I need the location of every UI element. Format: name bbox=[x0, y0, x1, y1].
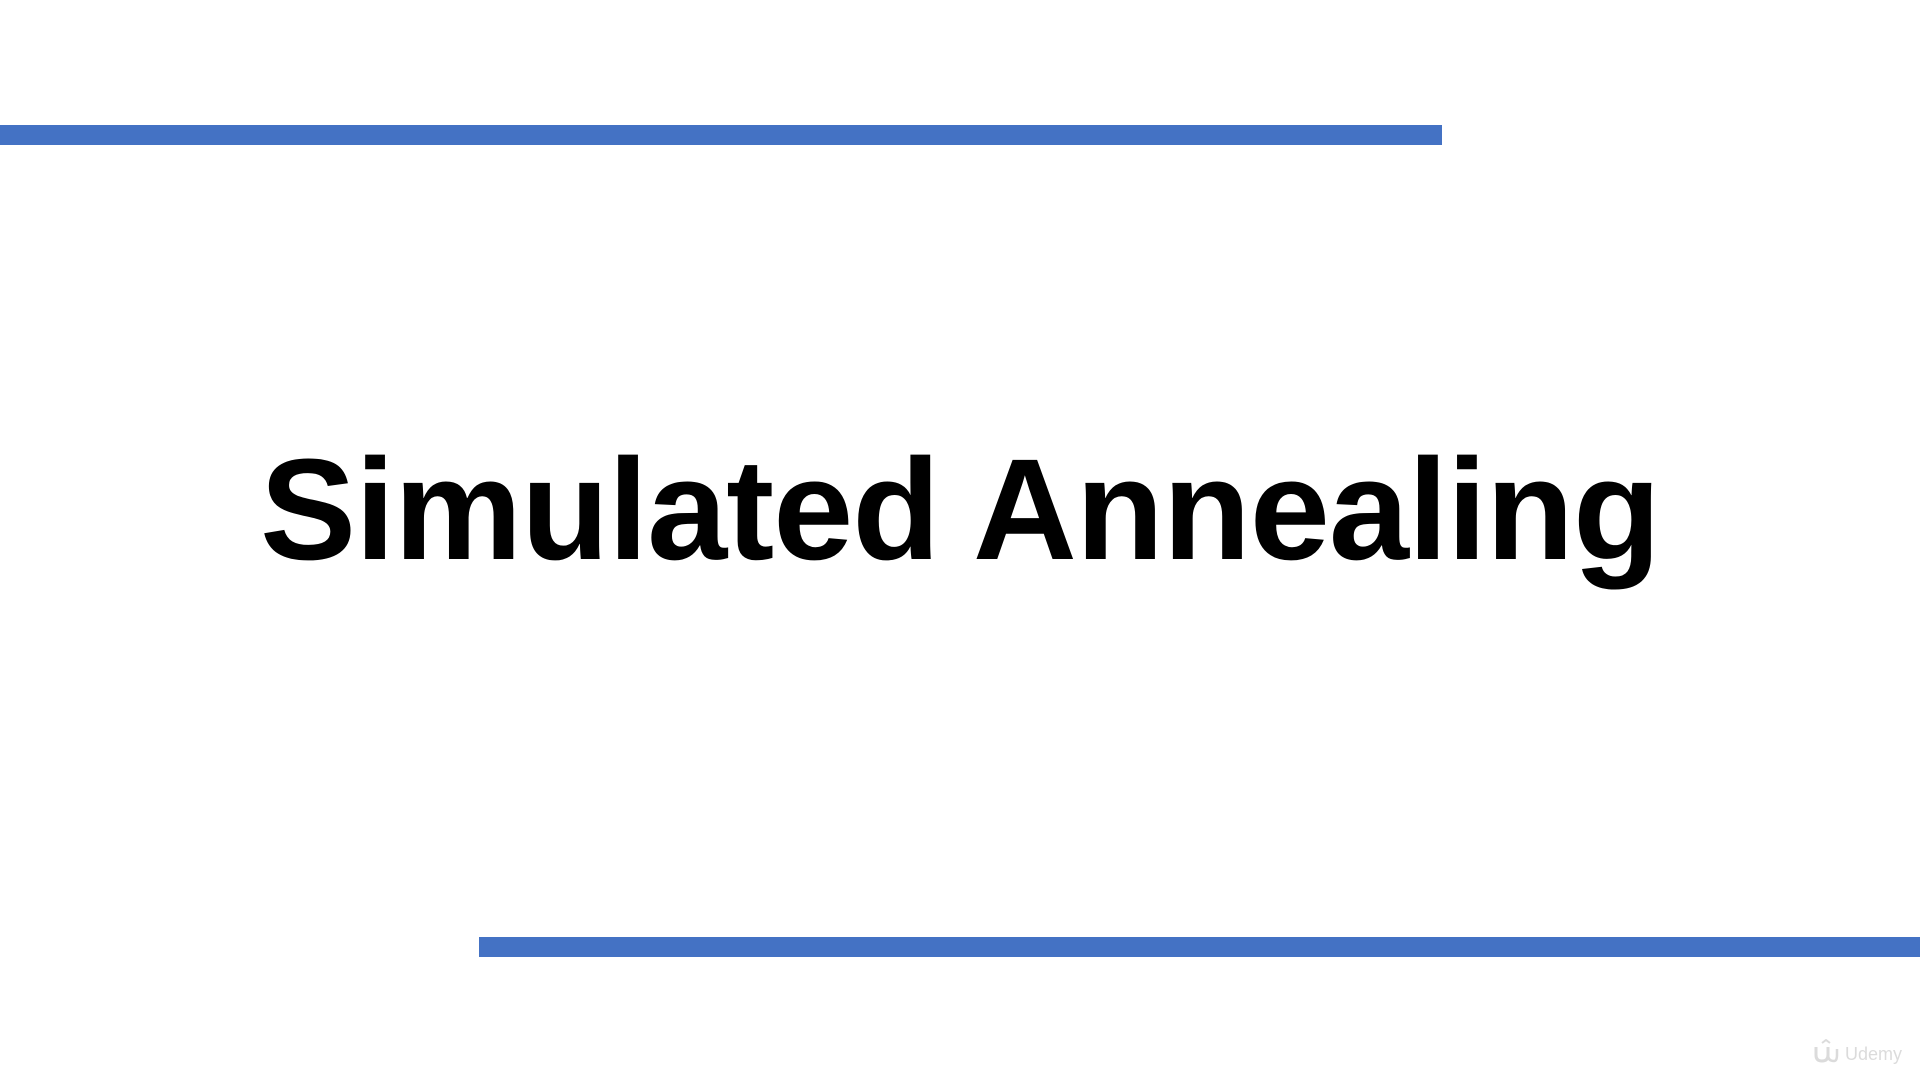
udemy-logo-icon bbox=[1813, 1038, 1839, 1070]
bottom-accent-bar bbox=[479, 937, 1920, 957]
udemy-watermark: Udemy bbox=[1813, 1038, 1902, 1070]
top-accent-bar bbox=[0, 125, 1442, 145]
slide-title: Simulated Annealing bbox=[260, 429, 1661, 590]
watermark-text: Udemy bbox=[1844, 1044, 1902, 1064]
